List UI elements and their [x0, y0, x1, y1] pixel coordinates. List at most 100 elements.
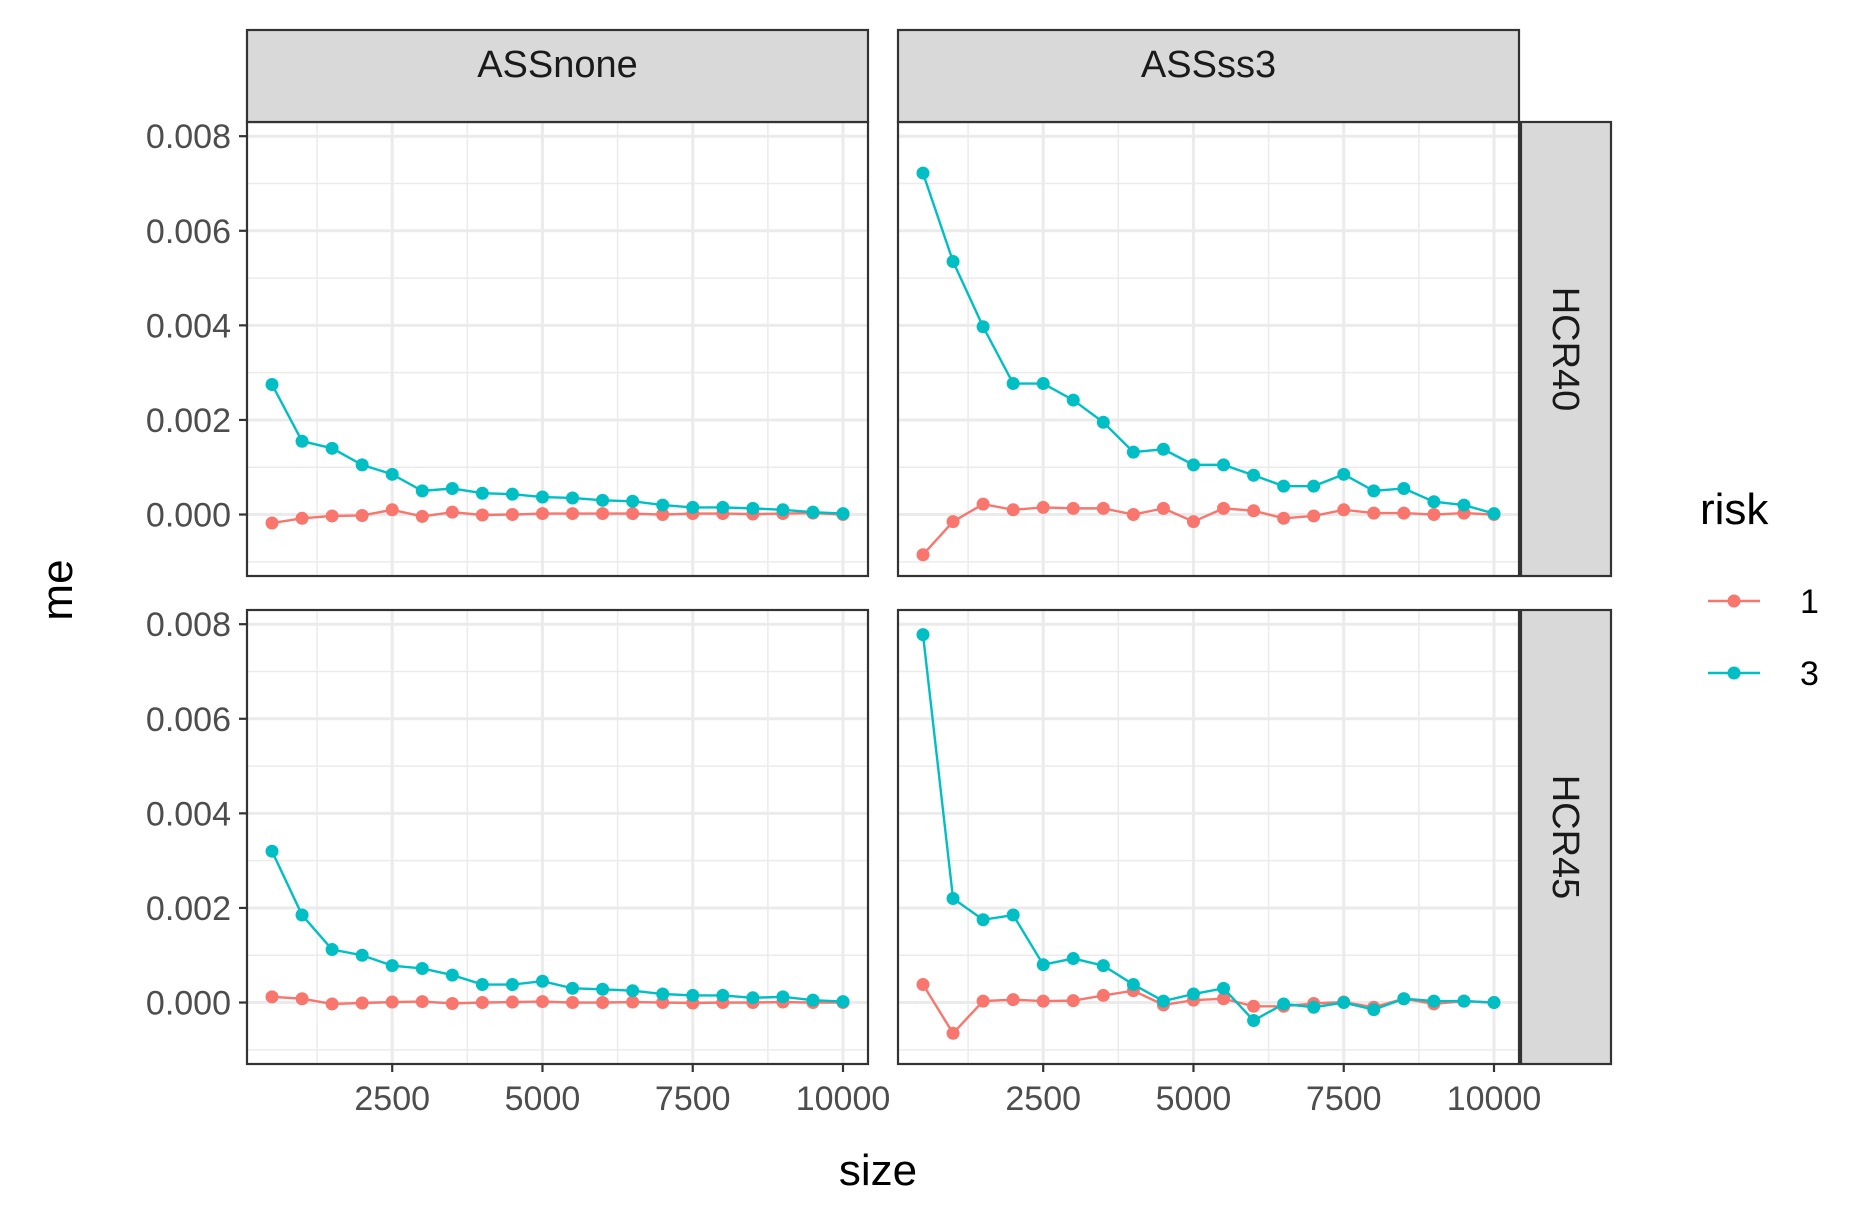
data-point-3 [686, 500, 700, 514]
data-point-3 [535, 490, 549, 504]
data-point-3 [385, 467, 399, 481]
y-tick-label: 0.006 [146, 701, 231, 739]
data-point-3 [1487, 996, 1501, 1010]
data-point-3 [946, 255, 960, 269]
data-point-1 [475, 508, 489, 522]
data-point-3 [1487, 507, 1501, 521]
x-tick-label: 10000 [1447, 1080, 1542, 1118]
data-point-3 [445, 968, 459, 982]
data-point-1 [1006, 503, 1020, 517]
data-point-3 [1006, 908, 1020, 922]
data-point-3 [1036, 377, 1050, 391]
data-point-1 [355, 508, 369, 522]
data-point-3 [946, 891, 960, 905]
data-point-3 [1186, 458, 1200, 472]
panel-ASSnone-HCR45 [245, 608, 870, 1066]
data-point-1 [385, 503, 399, 517]
data-point-1 [1367, 506, 1381, 520]
data-point-1 [946, 1026, 960, 1040]
data-point-3 [656, 498, 670, 512]
strip-background [245, 28, 870, 124]
data-point-1 [505, 995, 519, 1009]
data-point-1 [1006, 993, 1020, 1007]
data-point-3 [1156, 994, 1170, 1008]
y-tick-label: 0.004 [146, 795, 231, 833]
data-point-3 [1126, 978, 1140, 992]
data-point-3 [1427, 994, 1441, 1008]
data-point-1 [415, 509, 429, 523]
x-tick-label: 7500 [655, 1080, 731, 1118]
data-point-3 [1156, 442, 1170, 456]
strip-background [1519, 120, 1613, 578]
data-point-3 [836, 995, 850, 1009]
data-point-3 [806, 993, 820, 1007]
y-tick-label: 0.002 [146, 402, 231, 440]
x-tick-label: 5000 [505, 1080, 581, 1118]
data-point-3 [1337, 467, 1351, 481]
data-point-1 [385, 995, 399, 1009]
data-point-3 [1066, 393, 1080, 407]
data-point-3 [355, 458, 369, 472]
data-point-3 [475, 978, 489, 992]
y-axis-title: me [33, 559, 82, 620]
data-point-3 [1367, 1003, 1381, 1017]
x-tick-label: 5000 [1156, 1080, 1232, 1118]
panel-ASSss3-HCR40 [896, 120, 1521, 578]
data-point-1 [626, 995, 640, 1009]
data-point-1 [976, 994, 990, 1008]
data-point-3 [1307, 1000, 1321, 1014]
data-point-3 [295, 908, 309, 922]
y-tick-label: 0.002 [146, 890, 231, 928]
data-point-1 [1036, 994, 1050, 1008]
panel-border [245, 608, 870, 1066]
data-point-1 [1186, 515, 1200, 529]
data-point-1 [535, 507, 549, 521]
panel-border [896, 608, 1521, 1066]
data-point-1 [916, 978, 930, 992]
y-tick-label: 0.008 [146, 606, 231, 644]
data-point-3 [656, 987, 670, 1001]
data-point-3 [1217, 458, 1231, 472]
data-point-3 [566, 981, 580, 995]
data-point-3 [746, 501, 760, 515]
facet-panels [245, 120, 1521, 1066]
data-point-3 [1277, 997, 1291, 1011]
data-point-3 [1217, 981, 1231, 995]
data-point-1 [265, 990, 279, 1004]
data-point-3 [1397, 482, 1411, 496]
data-point-3 [1457, 994, 1471, 1008]
data-point-3 [1397, 992, 1411, 1006]
data-point-3 [1126, 445, 1140, 459]
data-point-1 [445, 505, 459, 519]
legend-key-point [1727, 594, 1741, 608]
data-point-1 [445, 996, 459, 1010]
data-point-1 [475, 996, 489, 1010]
data-point-3 [686, 988, 700, 1002]
data-point-3 [325, 441, 339, 455]
data-point-1 [325, 509, 339, 523]
data-point-3 [475, 486, 489, 500]
data-point-3 [1427, 495, 1441, 509]
data-point-1 [1036, 500, 1050, 514]
data-point-3 [716, 500, 730, 514]
data-point-3 [1457, 498, 1471, 512]
data-point-3 [626, 494, 640, 508]
data-point-3 [265, 844, 279, 858]
data-point-3 [1186, 987, 1200, 1001]
strip-HCR45: HCR45 [1519, 608, 1613, 1066]
data-point-1 [976, 497, 990, 511]
data-point-1 [1277, 511, 1291, 525]
panel-background [898, 122, 1519, 576]
data-point-1 [1156, 501, 1170, 515]
data-point-1 [1247, 999, 1261, 1013]
legend: risk 1 3 [1700, 485, 1819, 693]
legend-title: risk [1700, 485, 1769, 534]
data-point-3 [385, 959, 399, 973]
panel-ASSnone-HCR40 [245, 120, 870, 578]
data-point-3 [505, 978, 519, 992]
data-point-1 [916, 548, 930, 562]
panel-ASSss3-HCR45 [896, 608, 1521, 1066]
legend-entry-1: 1 [1708, 583, 1819, 621]
data-point-1 [1307, 509, 1321, 523]
